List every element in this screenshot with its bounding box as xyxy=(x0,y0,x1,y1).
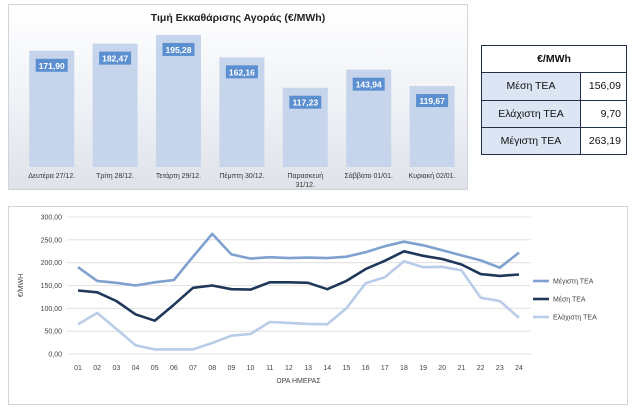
x-tick-label: 08 xyxy=(208,365,216,372)
bar-value-label-bg xyxy=(225,65,258,79)
bar-category-label: Τρίτη 28/12. xyxy=(96,172,134,180)
stats-value: 156,09 xyxy=(580,72,627,101)
x-tick-label: 06 xyxy=(170,365,178,372)
stats-value: 263,19 xyxy=(580,126,627,156)
stats-row: Μέση ΤΕΑ 156,09 xyxy=(481,72,627,101)
x-tick-label: 09 xyxy=(227,365,235,372)
bar-category-label: Παρασκευή xyxy=(287,173,323,180)
x-tick-label: 16 xyxy=(362,365,370,372)
line-chart: 0,00 50,00 100,00 150,00 200,00 250,00 300,00 0… xyxy=(18,215,597,386)
bar-value-label-bg xyxy=(99,51,132,65)
x-axis-title: ΩΡΑ ΗΜΕΡΑΣ xyxy=(276,378,321,385)
x-tick-label: 14 xyxy=(323,365,331,372)
x-tick-label: 22 xyxy=(477,365,485,372)
stats-table: €/MWh Μέση ΤΕΑ 156,09 Ελάχιστη ΤΕΑ 9,70 … xyxy=(481,44,627,156)
x-tick-label: 24 xyxy=(515,365,523,372)
bar-value-label-bg xyxy=(162,42,195,56)
y-tick-label: 250,00 xyxy=(41,237,63,244)
bar-value-label: 182,47 xyxy=(102,54,128,64)
bar xyxy=(156,34,201,167)
x-tick-label: 23 xyxy=(496,365,504,372)
y-tick-label: 150,00 xyxy=(41,283,63,290)
series-line xyxy=(77,232,520,287)
x-tick-label: 13 xyxy=(304,365,312,372)
bar-value-label: 117,23 xyxy=(293,98,319,108)
bar-value-label-bg xyxy=(35,58,68,72)
bar-value-label-bg xyxy=(352,77,385,91)
x-tick-label: 17 xyxy=(381,365,389,372)
stats-row: Ελάχιστη ΤΕΑ 9,70 xyxy=(481,99,627,128)
stats-value: 9,70 xyxy=(580,99,627,128)
y-tick-label: 50,00 xyxy=(44,329,62,336)
x-tick-label: 01 xyxy=(74,365,82,372)
bar-category-label: Δευτέρα 27/12. xyxy=(28,172,75,180)
series-line xyxy=(77,259,520,351)
stats-label: Ελάχιστη ΤΕΑ xyxy=(481,99,581,128)
bar-category-label: Πέμπτη 30/12. xyxy=(219,172,264,180)
x-tick-label: 02 xyxy=(93,365,101,372)
stats-label: Μέγιστη ΤΕΑ xyxy=(481,126,581,156)
x-tick-label: 15 xyxy=(343,365,351,372)
x-tick-label: 12 xyxy=(285,365,293,372)
x-tick-label: 04 xyxy=(132,365,140,372)
bar-chart: 171,90 Δευτέρα 27/12. 182,47 Τρίτη 28/12. 19… xyxy=(28,34,456,189)
stats-row: Μέγιστη ΤΕΑ 263,19 xyxy=(481,126,627,156)
x-tick-label: 07 xyxy=(189,365,197,372)
legend-label: Μέγιστη ΤΕΑ xyxy=(553,278,594,286)
x-tick-label: 20 xyxy=(438,365,446,372)
bar-value-label: 143,94 xyxy=(356,80,382,90)
bar-value-label-bg xyxy=(289,95,322,109)
bar-value-label: 195,28 xyxy=(166,45,192,55)
legend-label: Μέση ΤΕΑ xyxy=(553,296,586,304)
x-tick-label: 21 xyxy=(458,365,466,372)
line-chart-panel: 0,00 50,00 100,00 150,00 200,00 250,00 300,00 0… xyxy=(8,206,628,405)
stats-header: €/MWh xyxy=(481,44,627,74)
bar-chart-panel: 171,90 Δευτέρα 27/12. 182,47 Τρίτη 28/12. 19… xyxy=(8,4,468,190)
y-tick-label: 0,00 xyxy=(48,352,62,359)
x-tick-label: 11 xyxy=(266,365,273,372)
bar-value-label: 119,67 xyxy=(419,96,445,106)
x-tick-label: 03 xyxy=(112,365,120,372)
bar-value-label-bg xyxy=(416,94,449,108)
series-line xyxy=(77,249,520,322)
stats-header-row: €/MWh xyxy=(481,44,627,74)
legend-label: Ελάχιστη ΤΕΑ xyxy=(553,314,597,322)
x-tick-label: 18 xyxy=(400,365,408,372)
stats-label: Μέση ΤΕΑ xyxy=(481,72,581,101)
bar-category-label: Κυριακή 02/01. xyxy=(409,173,456,180)
bar-value-label: 171,90 xyxy=(39,61,65,71)
x-tick-label: 10 xyxy=(247,365,255,372)
x-tick-label: 19 xyxy=(419,365,427,372)
y-tick-label: 200,00 xyxy=(41,260,63,267)
bar-value-label: 162,16 xyxy=(229,67,255,77)
y-axis-title: €/MWH xyxy=(18,274,25,297)
bar-category-label: Τετάρτη 29/12. xyxy=(156,172,201,180)
bar-category-label: Σάββατο 01/01. xyxy=(344,172,392,180)
y-tick-label: 300,00 xyxy=(41,215,63,222)
bar-category-label: 31/12. xyxy=(296,182,316,189)
bar-chart-title: Τιμή Εκκαθάρισης Αγοράς (€/MWh) xyxy=(150,12,326,24)
x-tick-label: 05 xyxy=(151,365,159,372)
y-tick-label: 100,00 xyxy=(41,306,63,313)
